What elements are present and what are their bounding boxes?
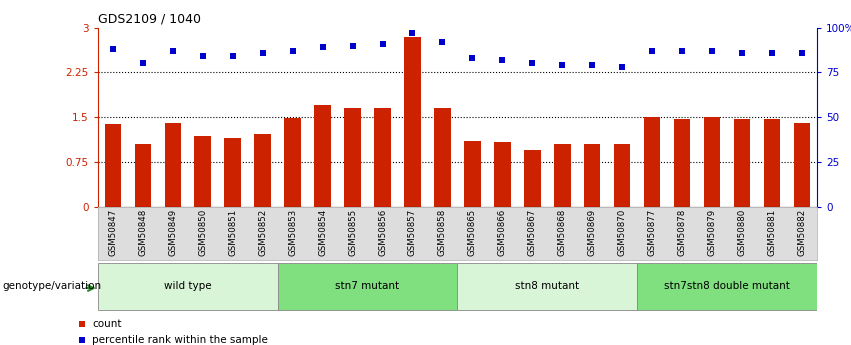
Bar — [494, 142, 511, 207]
Point — [196, 53, 209, 59]
Bar — [225, 138, 241, 207]
Bar — [734, 119, 751, 207]
Point — [226, 53, 239, 59]
Point — [372, 279, 386, 285]
Point — [495, 57, 509, 63]
Text: count: count — [92, 319, 122, 329]
Bar — [404, 37, 420, 207]
Bar — [314, 105, 331, 207]
Bar — [644, 117, 660, 207]
Text: GSM50865: GSM50865 — [468, 209, 477, 256]
Point — [465, 55, 479, 61]
Text: GSM50870: GSM50870 — [618, 209, 626, 256]
Bar — [554, 144, 570, 207]
Bar — [374, 108, 391, 207]
Text: percentile rank within the sample: percentile rank within the sample — [92, 335, 268, 345]
Text: wild type: wild type — [164, 282, 212, 291]
Text: GSM50877: GSM50877 — [648, 209, 657, 256]
Point — [106, 46, 120, 52]
Point — [136, 61, 150, 66]
Point — [526, 61, 540, 66]
Text: stn8 mutant: stn8 mutant — [515, 282, 580, 291]
FancyBboxPatch shape — [457, 263, 637, 310]
Bar — [584, 144, 601, 207]
Point — [795, 50, 808, 56]
Text: GSM50858: GSM50858 — [438, 209, 447, 256]
Text: GSM50868: GSM50868 — [557, 209, 567, 256]
Bar — [764, 119, 780, 207]
Bar — [794, 123, 810, 207]
Bar — [464, 141, 481, 207]
Text: GSM50880: GSM50880 — [738, 209, 746, 256]
Bar — [524, 150, 540, 207]
Point — [406, 30, 420, 36]
Bar — [134, 144, 151, 207]
Text: GSM50853: GSM50853 — [288, 209, 297, 256]
Point — [166, 48, 180, 54]
Text: GSM50848: GSM50848 — [139, 209, 147, 256]
Point — [735, 50, 749, 56]
FancyBboxPatch shape — [277, 263, 457, 310]
Bar — [674, 119, 690, 207]
Text: GSM50856: GSM50856 — [378, 209, 387, 256]
Point — [615, 64, 629, 70]
FancyBboxPatch shape — [637, 263, 817, 310]
Bar — [284, 118, 301, 207]
Text: GSM50857: GSM50857 — [408, 209, 417, 256]
Text: stn7 mutant: stn7 mutant — [335, 282, 400, 291]
Point — [645, 48, 659, 54]
Bar — [195, 136, 211, 207]
Text: GSM50867: GSM50867 — [528, 209, 537, 256]
Point — [372, 136, 386, 141]
Bar — [345, 108, 361, 207]
Point — [436, 39, 449, 45]
Bar — [164, 123, 181, 207]
Text: GSM50882: GSM50882 — [797, 209, 807, 256]
Text: GSM50847: GSM50847 — [108, 209, 117, 256]
Point — [765, 50, 779, 56]
Point — [375, 41, 389, 47]
Point — [556, 62, 569, 68]
Text: GSM50879: GSM50879 — [707, 209, 717, 256]
Text: genotype/variation: genotype/variation — [3, 282, 101, 291]
Text: GSM50852: GSM50852 — [258, 209, 267, 256]
Point — [676, 48, 689, 54]
Text: GSM50851: GSM50851 — [228, 209, 237, 256]
Text: GSM50849: GSM50849 — [168, 209, 177, 256]
Text: GSM50881: GSM50881 — [768, 209, 776, 256]
Text: stn7stn8 double mutant: stn7stn8 double mutant — [664, 282, 790, 291]
Point — [705, 48, 719, 54]
Bar — [434, 108, 451, 207]
Text: GSM50854: GSM50854 — [318, 209, 327, 256]
FancyBboxPatch shape — [98, 263, 277, 310]
Point — [286, 48, 300, 54]
Text: GSM50855: GSM50855 — [348, 209, 357, 256]
Point — [256, 50, 270, 56]
Point — [346, 43, 359, 48]
Text: GSM50850: GSM50850 — [198, 209, 208, 256]
Text: GSM50878: GSM50878 — [677, 209, 687, 256]
Point — [585, 62, 599, 68]
Bar — [704, 117, 720, 207]
Bar — [614, 144, 631, 207]
Bar — [254, 134, 271, 207]
Text: GSM50866: GSM50866 — [498, 209, 507, 256]
Text: GDS2109 / 1040: GDS2109 / 1040 — [98, 12, 201, 25]
Point — [316, 45, 329, 50]
Text: GSM50869: GSM50869 — [588, 209, 597, 256]
Bar — [105, 125, 121, 207]
